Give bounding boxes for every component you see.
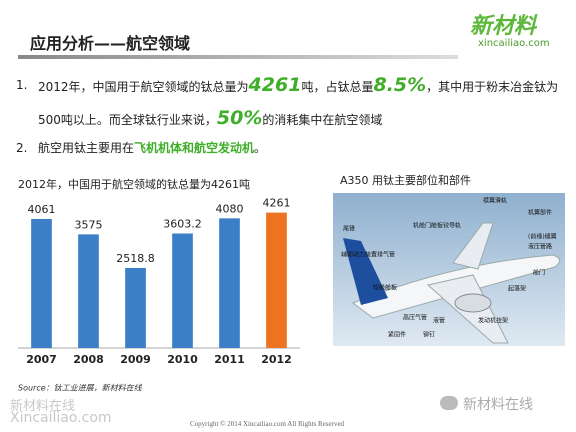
text-run: ，其中用于粉末冶金钛为500吨以上。而全球钛行业来说， <box>38 80 559 127</box>
part-label: 起落架 <box>508 285 526 293</box>
bar <box>219 218 240 348</box>
bar <box>78 234 99 348</box>
part-label: (前缘)缝翼 <box>528 233 557 241</box>
part-label: 尾锥 <box>343 225 355 233</box>
part-label: 液压管路 <box>528 243 552 251</box>
part-label: 机舱门舱板铰导轨 <box>413 222 461 230</box>
chart-title: 2012年，中国用于航空领域的钛总量为4261吨 <box>18 177 250 191</box>
highlight: 8.5% <box>373 74 427 96</box>
x-tick-label: 2012 <box>261 353 292 366</box>
part-label: 紧固件 <box>388 331 406 339</box>
part-label: 襟翼滑轨 <box>483 197 507 205</box>
chart-source: Source：钛工业进展，新材料在线 <box>18 384 143 393</box>
part-label: 机翼部件 <box>528 209 552 217</box>
logo-main: 新材料 <box>470 14 537 39</box>
bar-chart: 2012年，中国用于航空领域的钛总量为4261吨 Source：钛工业进展，新材… <box>18 177 300 393</box>
text-run: 2012年，中国用于航空领域的钛总量为 <box>38 80 249 94</box>
value-label: 4080 <box>216 202 244 215</box>
tail-fin <box>343 238 388 305</box>
bar <box>172 233 193 348</box>
watermark-main: 新材料在线 <box>10 399 76 414</box>
x-tick-label: 2011 <box>214 353 245 366</box>
text-run: 的消耗集中在航空领域 <box>262 113 383 127</box>
value-label: 4261 <box>263 197 291 210</box>
highlight: 飞机机体和航空发动机 <box>134 141 255 155</box>
x-tick-label: 2007 <box>26 353 57 366</box>
far-wing <box>452 222 494 270</box>
wechat-icon <box>440 396 458 410</box>
bullet-marker: 1. <box>16 78 28 92</box>
engine <box>454 293 492 313</box>
text-run: 。 <box>254 141 267 155</box>
value-label: 3575 <box>75 218 103 231</box>
x-tick-label: 2008 <box>73 353 104 366</box>
title-rule <box>18 55 458 59</box>
part-label: 短舱舱板 <box>373 284 397 292</box>
highlight: 4261 <box>248 74 302 96</box>
text-run: 吨，占钛总量 <box>301 80 374 94</box>
bullet: 2. 航空用钛主要用在飞机机体和航空发动机。 <box>16 133 568 164</box>
bar <box>31 218 52 348</box>
logo-sub: xincailiao.com <box>478 38 550 49</box>
part-label: 发动机挂架 <box>478 317 508 325</box>
bar <box>125 267 146 348</box>
text-run: 航空用钛主要用在 <box>38 141 135 155</box>
slide-title: 应用分析——航空领域 <box>30 34 191 53</box>
copyright: Copyright © 2014 Xincailiao.com All Righ… <box>190 420 345 428</box>
x-tick-label: 2009 <box>120 353 151 366</box>
highlight: 50% <box>216 107 263 129</box>
bar <box>266 212 287 348</box>
wechat-name: 新材料在线 <box>463 397 533 413</box>
part-label: 高压气管 <box>403 314 427 322</box>
value-label: 2518.8 <box>116 252 155 265</box>
watermark-sub: Xincailiao.com <box>10 410 112 426</box>
x-tick-label: 2010 <box>167 353 198 366</box>
image-caption: A350 用钛主要部位和部件 <box>340 174 472 187</box>
part-label: 液管 <box>433 317 445 325</box>
part-label: 铆钉 <box>423 331 435 339</box>
part-label: 辅助动力装置排气管 <box>341 251 395 259</box>
value-label: 3603.2 <box>163 217 202 230</box>
bullet-marker: 2. <box>16 141 28 155</box>
value-label: 4061 <box>28 203 56 216</box>
bullet: 1. 2012年，中国用于航空领域的钛总量为4261吨，占钛总量8.5%，其中用于… <box>16 70 568 136</box>
part-label: 舱门 <box>533 269 545 277</box>
